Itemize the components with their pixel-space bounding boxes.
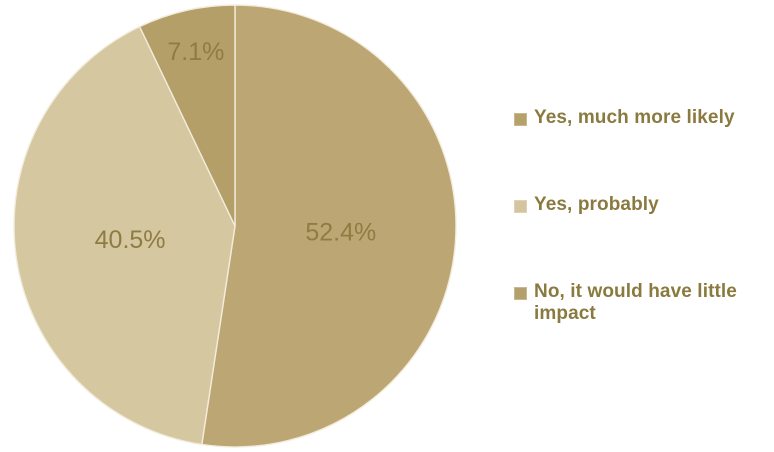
legend: Yes, much more likely Yes, probably No, … <box>514 107 769 324</box>
legend-item-yes-much-more-likely: Yes, much more likely <box>514 107 769 139</box>
pie-data-label-yes-probably: 40.5% <box>95 226 166 254</box>
pie-slices <box>13 4 457 448</box>
pie-slice-no-it-would-have-little-impact <box>138 4 236 227</box>
legend-swatch-no-little-impact <box>514 287 527 300</box>
legend-item-yes-probably: Yes, probably <box>514 194 769 226</box>
legend-item-no-little-impact: No, it would have little impact <box>514 281 769 324</box>
legend-label-yes-much-more-likely: Yes, much more likely <box>534 107 735 128</box>
pie-slice-yes-much-more-likely <box>201 4 457 448</box>
legend-swatch-yes-much-more-likely <box>514 113 527 126</box>
legend-label-yes-probably: Yes, probably <box>534 194 659 215</box>
pie-slice-yes-probably <box>13 25 236 446</box>
pie-data-labels: 52.4% 40.5% 7.1% <box>95 38 377 254</box>
legend-swatch-yes-probably <box>514 200 527 213</box>
pie-data-label-yes-much-more-likely: 52.4% <box>305 219 376 247</box>
pie-data-label-no-it-would-have-little-impact: 7.1% <box>167 38 224 66</box>
legend-label-no-little-impact: No, it would have little impact <box>534 281 737 324</box>
